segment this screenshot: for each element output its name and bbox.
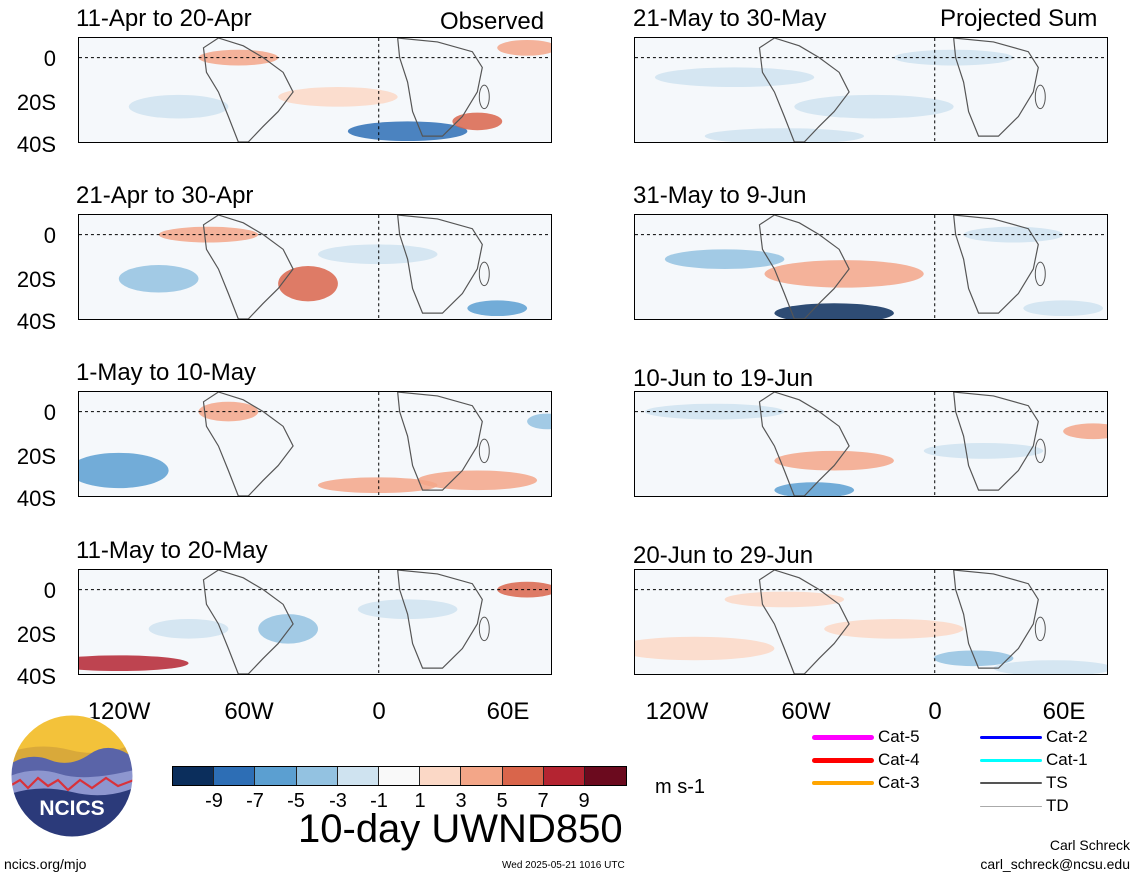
colorbar-swatch	[296, 767, 338, 785]
legend-swatch	[980, 805, 1042, 807]
map-panel-observed-3	[78, 391, 552, 497]
lat-label: 0	[43, 578, 56, 603]
map-panel-projected-3	[634, 391, 1108, 497]
ncics-logo: NCICS	[10, 714, 134, 838]
projected-header: Projected Sum	[940, 5, 1098, 32]
lat-label: 20S	[16, 444, 56, 469]
panel-title: 1-May to 10-May	[76, 359, 257, 386]
colorbar-swatch	[337, 767, 379, 785]
panel-title: 10-Jun to 19-Jun	[633, 365, 814, 392]
legend-swatch	[980, 735, 1042, 739]
lat-label: 40S	[16, 664, 56, 689]
legend-cat1: Cat-1	[980, 750, 1088, 770]
legend-label: Cat-1	[1046, 750, 1088, 769]
colorbar-tick: -3	[329, 790, 347, 812]
lat-label: 40S	[16, 132, 56, 157]
map-panel-projected-2	[634, 214, 1108, 320]
footer-email: carl_schreck@ncsu.edu	[980, 856, 1130, 872]
lon-label: 60E	[1042, 698, 1086, 725]
colorbar-swatch	[378, 767, 421, 785]
main-title: 10-day UWND850	[298, 807, 623, 851]
legend-swatch	[980, 782, 1042, 784]
map-panel-projected-1	[634, 37, 1108, 143]
colorbar-swatch	[255, 767, 297, 785]
colorbar-tick: -5	[287, 790, 305, 812]
legend-cat5: Cat-5	[812, 727, 920, 747]
legend-cat4: Cat-4	[812, 750, 920, 770]
colorbar-tick: -1	[370, 790, 388, 812]
lat-label: 40S	[16, 486, 56, 511]
colorbar-tick: -9	[205, 790, 223, 812]
colorbar-swatch	[584, 767, 627, 785]
lat-label: 0	[43, 400, 56, 425]
colorbar-tick: 7	[537, 790, 549, 812]
colorbar	[172, 766, 628, 786]
legend-swatch	[812, 781, 874, 785]
colorbar-swatch	[461, 767, 503, 785]
legend-cat3: Cat-3	[812, 773, 920, 793]
lon-label: 120W	[645, 698, 709, 725]
panel-title: 21-Apr to 30-Apr	[76, 182, 254, 209]
observed-header: Observed	[440, 8, 545, 35]
footer-timestamp: Wed 2025-05-21 1016 UTC	[502, 860, 625, 871]
lon-label: 0	[928, 698, 942, 725]
panel-title: 31-May to 9-Jun	[633, 182, 807, 209]
lon-label: 60W	[781, 698, 831, 725]
legend-td: TD	[980, 796, 1069, 816]
logo-text: NCICS	[39, 797, 104, 820]
panel-title: 11-Apr to 20-Apr	[76, 5, 252, 32]
legend-swatch	[812, 734, 874, 740]
colorbar-swatch	[420, 767, 462, 785]
colorbar-tick: 9	[578, 790, 590, 812]
panel-title: 11-May to 20-May	[76, 537, 268, 564]
legend-label: TD	[1046, 796, 1069, 815]
colorbar-tick: 3	[455, 790, 467, 812]
lat-label: 0	[43, 46, 56, 71]
colorbar-tick: 5	[496, 790, 508, 812]
lat-label: 20S	[16, 90, 56, 115]
map-panel-observed-2	[78, 214, 552, 320]
lat-label: 20S	[16, 267, 56, 292]
lon-label: 60E	[486, 698, 530, 725]
legend-swatch	[980, 758, 1042, 762]
lon-label: 120W	[87, 698, 151, 725]
colorbar-swatch	[214, 767, 256, 785]
lat-label: 20S	[16, 622, 56, 647]
legend-label: TS	[1046, 773, 1068, 792]
panel-title: 21-May to 30-May	[633, 5, 827, 32]
lat-label: 40S	[16, 309, 56, 334]
map-panel-observed-4	[78, 569, 552, 675]
footer-author: Carl Schreck	[1049, 837, 1130, 853]
legend-label: Cat-4	[878, 750, 920, 769]
colorbar-tick: -7	[246, 790, 264, 812]
colorbar-swatch	[502, 767, 544, 785]
legend-ts: TS	[980, 773, 1068, 793]
panel-title: 20-Jun to 29-Jun	[633, 542, 814, 569]
legend-label: Cat-3	[878, 773, 920, 792]
colorbar-units: m s-1	[655, 776, 705, 798]
colorbar-swatch	[173, 767, 215, 785]
map-panel-projected-4	[634, 569, 1108, 675]
lat-label: 0	[43, 223, 56, 248]
map-panel-observed-1	[78, 37, 552, 143]
lon-label: 60W	[224, 698, 274, 725]
legend-label: Cat-2	[1046, 727, 1088, 746]
footer-url: ncics.org/mjo	[4, 856, 87, 872]
legend-swatch	[812, 757, 874, 763]
colorbar-swatch	[543, 767, 585, 785]
legend-cat2: Cat-2	[980, 727, 1088, 747]
colorbar-tick: 1	[414, 790, 426, 812]
lon-label: 0	[372, 698, 386, 725]
legend-label: Cat-5	[878, 727, 920, 746]
